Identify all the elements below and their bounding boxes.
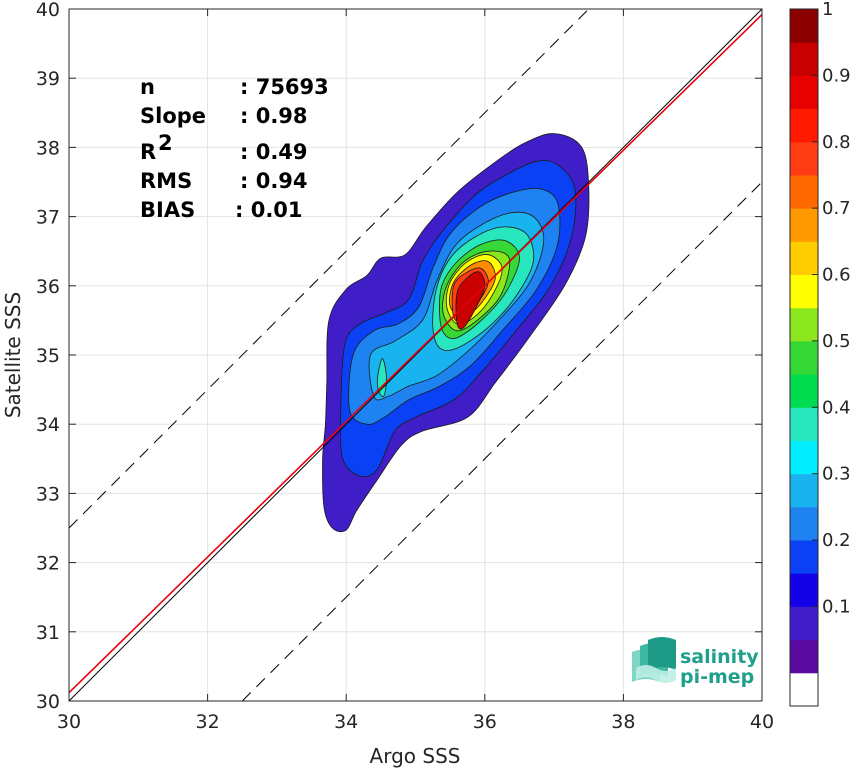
y-tick-label-3: 33: [36, 483, 60, 505]
y-tick-label-0: 30: [36, 691, 60, 713]
logo-text-line1: salinity: [680, 646, 759, 668]
x-tick-label-3: 36: [473, 711, 497, 733]
x-tick-label-0: 30: [57, 711, 81, 733]
colorbar-segment-9: [790, 340, 818, 375]
reference-lines: [68, 8, 763, 702]
colorbar-tick-label-7: 0.8: [822, 132, 851, 153]
colorbar-segment-18: [790, 42, 818, 76]
reference-line-identity-0: [68, 8, 763, 702]
colorbar-segment-17: [790, 75, 818, 110]
stat-label-2: R: [140, 140, 156, 164]
colorbar-segment-10: [790, 307, 818, 342]
density-contours: [322, 133, 590, 533]
logo-text-line2: pi-mep: [680, 666, 754, 688]
y-tick-label-6: 36: [36, 276, 60, 298]
colorbar-segment-6: [790, 440, 818, 475]
colorbar-segment-4: [790, 506, 818, 541]
y-tick-label-8: 38: [36, 137, 60, 159]
colorbar-segment-5: [790, 473, 818, 508]
colorbar-segment-15: [790, 141, 818, 176]
colorbar-tick-label-3: 0.4: [822, 397, 851, 418]
x-axis-label: Argo SSS: [370, 744, 461, 768]
stat-value-2: : 0.49: [240, 140, 308, 164]
stat-value-4: : 0.01: [235, 198, 303, 222]
x-tick-label-2: 34: [334, 711, 358, 733]
x-tick-label-4: 38: [611, 711, 635, 733]
salinity-pi-mep-logo: salinity pi-mep: [632, 637, 759, 688]
colorbar-segment-13: [790, 208, 818, 242]
stat-value-1: : 0.98: [240, 104, 308, 128]
colorbar-tick-label-5: 0.6: [822, 265, 851, 286]
colorbar-tick-label-6: 0.7: [822, 198, 851, 219]
reference-line-fit-1: [68, 13, 763, 694]
y-tick-label-10: 40: [36, 0, 60, 21]
stat-label-0: n: [140, 75, 155, 99]
logo-waves-icon: [632, 637, 676, 683]
colorbar-tick-label-1: 0.2: [822, 530, 851, 551]
x-tick-label-5: 40: [750, 711, 774, 733]
colorbar-tick-label-9: 1: [822, 0, 833, 20]
colorbar-segment-16: [790, 108, 818, 143]
colorbar-tick-label-8: 0.9: [822, 65, 851, 86]
colorbar-tick-label-0: 0.1: [822, 596, 851, 617]
stat-value-0: : 75693: [240, 75, 329, 99]
statistics-box: n : 75693 Slope : 0.98 R 2 : 0.49 RMS : 0.94 BIAS…: [140, 75, 329, 222]
colorbar-frame: [789, 8, 819, 707]
colorbar-segment-0: [790, 639, 818, 674]
y-tick-label-9: 39: [36, 68, 60, 90]
colorbar-segment-1: [790, 606, 818, 641]
y-tick-label-4: 34: [36, 414, 60, 436]
y-tick-label-2: 32: [36, 553, 60, 575]
stat-label-1: Slope: [140, 104, 206, 128]
x-tick-label-1: 32: [196, 711, 220, 733]
colorbar-tick-label-2: 0.3: [822, 464, 851, 485]
y-axis-ticks: 30 31 32 33 34 35 36 37 38 39 40: [36, 0, 762, 713]
y-tick-label-5: 35: [36, 345, 60, 367]
colorbar-segment-19: [790, 9, 818, 43]
reference-line-offset-2: [68, 8, 590, 529]
colorbar-segment-3: [790, 540, 818, 574]
colorbar-segment-11: [790, 274, 818, 309]
colorbar-segment-7: [790, 407, 818, 441]
stat-value-3: : 0.94: [240, 169, 308, 193]
x-axis-ticks: 30 32 34 36 38 40: [57, 9, 774, 733]
stat-label-superscript-2: 2: [158, 131, 173, 155]
y-axis-label: Satellite SSS: [1, 292, 25, 418]
colorbar-tick-label-4: 0.5: [822, 331, 851, 352]
stat-label-4: BIAS: [140, 198, 195, 222]
colorbar-segment-2: [790, 573, 818, 607]
y-tick-label-7: 37: [36, 207, 60, 229]
y-tick-label-1: 31: [36, 622, 60, 644]
colorbar-segment-14: [790, 174, 818, 209]
colorbar-segment-12: [790, 241, 818, 276]
stat-label-3: RMS: [140, 169, 192, 193]
colorbar: 0.1 0.2 0.3 0.4 0.5 0.6 0.7 0.8 0.9 1: [789, 0, 851, 707]
colorbar-segment-8: [790, 374, 818, 408]
colorbar-segment-empty: [790, 672, 818, 706]
reference-line-offset-3: [241, 181, 763, 702]
